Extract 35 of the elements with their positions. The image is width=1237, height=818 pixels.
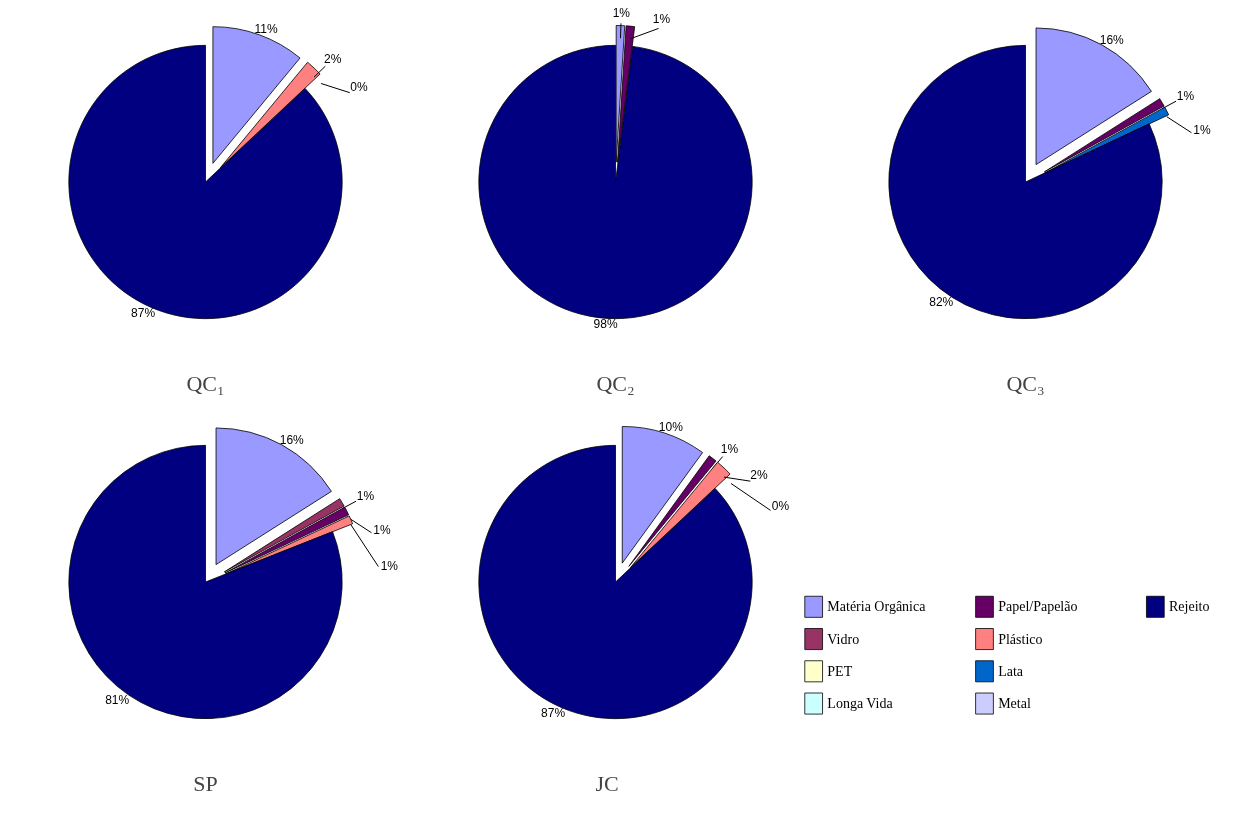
- text: QC₁: [186, 370, 225, 396]
- data-label: 1%: [652, 11, 671, 26]
- data-label: 1%: [1176, 89, 1195, 104]
- text: JC: [595, 770, 619, 796]
- text: SP: [193, 770, 218, 796]
- data-label: 87%: [541, 705, 566, 720]
- data-label: 98%: [593, 317, 618, 332]
- data-label: 16%: [279, 432, 305, 447]
- legend-label: Plástico: [998, 631, 1043, 647]
- data-label: 11%: [254, 22, 279, 37]
- legend-label: Metal: [998, 696, 1031, 712]
- legend-label: Matéria Orgânica: [827, 599, 927, 615]
- data-label: 1%: [1193, 122, 1211, 137]
- data-label: 16%: [1099, 32, 1125, 47]
- legend-label: Vidro: [827, 631, 860, 647]
- legend-label: Lata: [998, 663, 1024, 679]
- data-label: 2%: [750, 467, 768, 482]
- legend-label: Longa Vida: [827, 696, 894, 712]
- data-label: 81%: [105, 692, 130, 707]
- data-label: 82%: [929, 295, 954, 310]
- text: 0%: [771, 499, 790, 514]
- data-label: 2%: [324, 52, 342, 67]
- text: QC₂: [596, 370, 635, 396]
- legend-label: Papel/Papelão: [998, 599, 1078, 615]
- text: QC₃: [1006, 370, 1045, 396]
- legend-label: Rejeito: [1169, 599, 1210, 615]
- data-label: 1%: [356, 489, 375, 504]
- legend-label: PET: [827, 663, 853, 679]
- data-label: 87%: [131, 305, 156, 320]
- data-label: 1%: [373, 522, 391, 537]
- data-label: 1%: [612, 6, 631, 21]
- data-label: 1%: [380, 559, 399, 574]
- data-label: 1%: [720, 441, 739, 456]
- data-label: 10%: [658, 420, 684, 435]
- text: 0%: [350, 80, 368, 95]
